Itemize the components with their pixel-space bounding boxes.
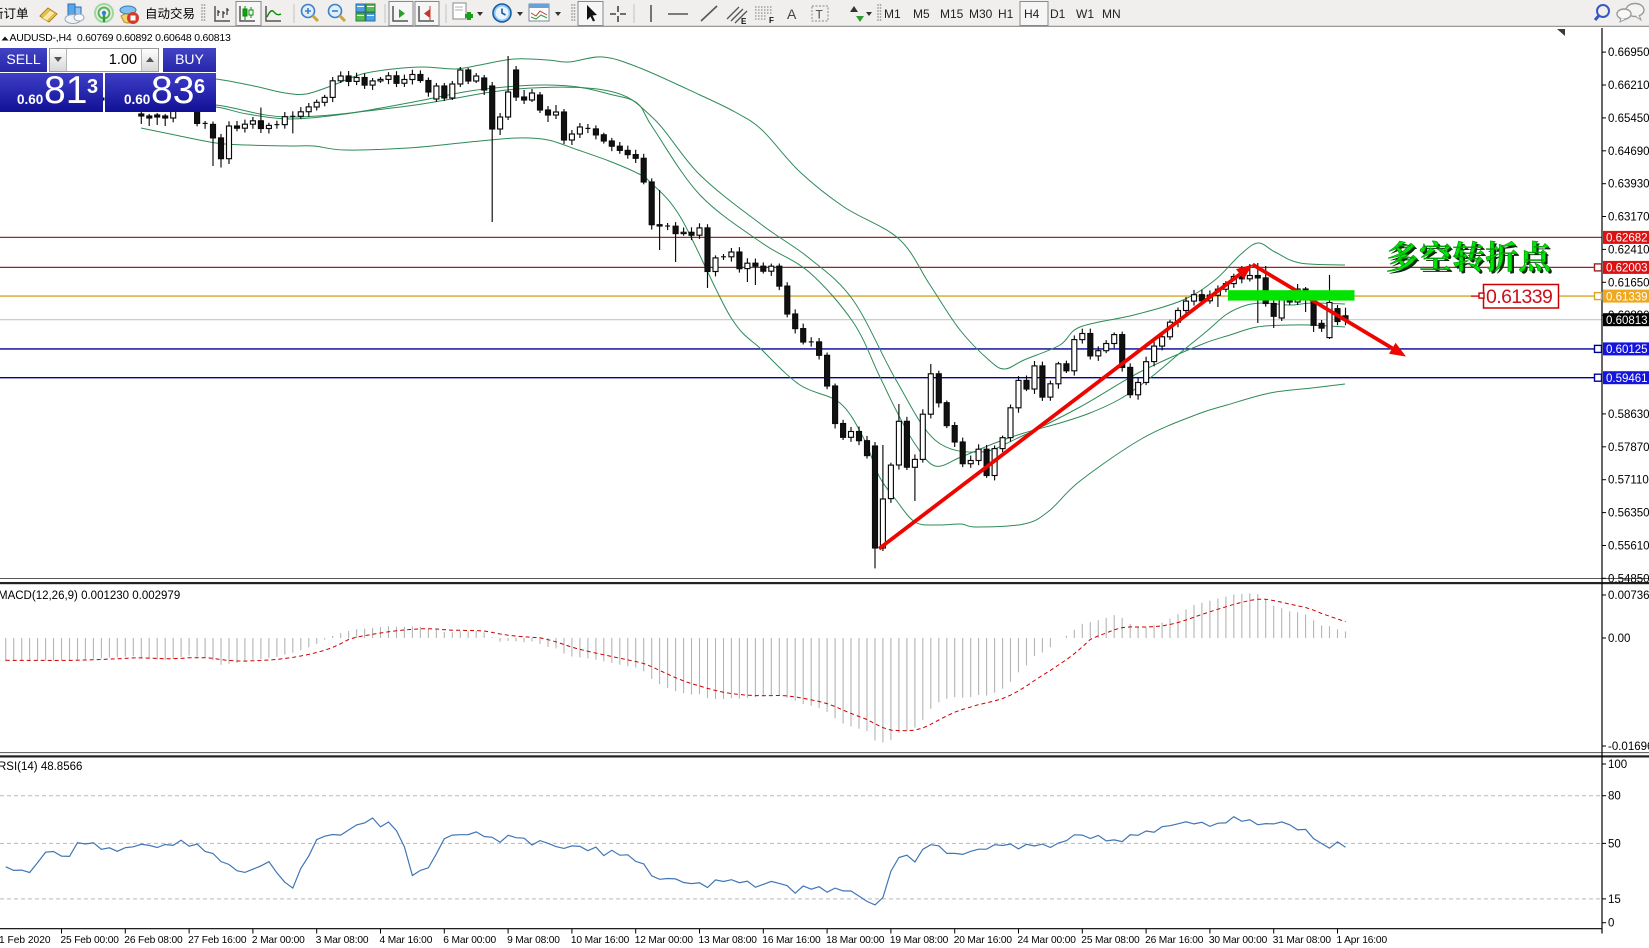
svg-text:E: E	[741, 17, 747, 26]
svg-text:24 Mar 00:00: 24 Mar 00:00	[1018, 935, 1077, 946]
svg-text:AUDUSD-,H4 0.60769 0.60892 0.: AUDUSD-,H4 0.60769 0.60892 0.60648 0.608…	[10, 32, 232, 44]
svg-text:0.58630: 0.58630	[1608, 409, 1649, 421]
svg-text:9 Mar 08:00: 9 Mar 08:00	[507, 935, 560, 946]
svg-text:25 Mar 08:00: 25 Mar 08:00	[1081, 935, 1140, 946]
svg-text:0.00: 0.00	[1608, 633, 1630, 645]
svg-text:16 Mar 16:00: 16 Mar 16:00	[762, 935, 821, 946]
svg-text:F: F	[769, 16, 774, 25]
svg-text:W1: W1	[1076, 7, 1094, 21]
svg-text:T: T	[816, 8, 824, 22]
svg-text:20 Mar 16:00: 20 Mar 16:00	[954, 935, 1013, 946]
svg-text:0.62682: 0.62682	[1606, 233, 1648, 245]
svg-text:M1: M1	[884, 7, 901, 21]
svg-text:0.63930: 0.63930	[1608, 179, 1649, 191]
svg-text:50: 50	[1608, 838, 1621, 850]
svg-text:0.57110: 0.57110	[1608, 475, 1649, 487]
svg-text:M15: M15	[940, 7, 964, 21]
svg-text:10 Mar 16:00: 10 Mar 16:00	[571, 935, 630, 946]
svg-text:0.64690: 0.64690	[1608, 146, 1649, 158]
svg-text:0.60813: 0.60813	[1606, 315, 1648, 327]
svg-text:3 Mar 08:00: 3 Mar 08:00	[316, 935, 369, 946]
svg-text:0.56350: 0.56350	[1608, 508, 1649, 520]
svg-text:6 Mar 00:00: 6 Mar 00:00	[443, 935, 496, 946]
svg-text:MN: MN	[1102, 7, 1121, 21]
svg-text:80: 80	[1608, 791, 1621, 803]
svg-text:27 Feb 16:00: 27 Feb 16:00	[188, 935, 247, 946]
svg-text:0.55610: 0.55610	[1608, 541, 1649, 553]
svg-text:0.57870: 0.57870	[1608, 442, 1649, 454]
svg-text:1 Feb 2020: 1 Feb 2020	[0, 935, 51, 946]
svg-text:0: 0	[1608, 918, 1614, 930]
svg-text:0.62410: 0.62410	[1608, 244, 1649, 256]
svg-text:31 Mar 08:00: 31 Mar 08:00	[1273, 935, 1332, 946]
svg-text:M30: M30	[969, 7, 993, 21]
svg-text:0.60125: 0.60125	[1606, 344, 1648, 356]
svg-text:0.62003: 0.62003	[1606, 263, 1648, 275]
svg-text:0.63170: 0.63170	[1608, 212, 1649, 224]
svg-text:13 Mar 08:00: 13 Mar 08:00	[699, 935, 758, 946]
svg-text:RSI(14) 48.8566: RSI(14) 48.8566	[0, 761, 82, 773]
svg-text:2 Mar 00:00: 2 Mar 00:00	[252, 935, 305, 946]
svg-text:0.61339: 0.61339	[1606, 291, 1648, 303]
svg-text:H1: H1	[998, 7, 1014, 21]
svg-text:0.66210: 0.66210	[1608, 80, 1649, 92]
svg-text:100: 100	[1608, 759, 1627, 771]
svg-text:26 Feb 08:00: 26 Feb 08:00	[124, 935, 183, 946]
svg-text:0.54850: 0.54850	[1608, 573, 1649, 585]
svg-text:12 Mar 00:00: 12 Mar 00:00	[635, 935, 694, 946]
svg-text:30 Mar 00:00: 30 Mar 00:00	[1209, 935, 1268, 946]
svg-text:A: A	[787, 6, 797, 22]
svg-text:0.61339: 0.61339	[1486, 286, 1552, 308]
svg-text:15: 15	[1608, 894, 1621, 906]
svg-text:4 Mar 16:00: 4 Mar 16:00	[380, 935, 433, 946]
svg-text:0.007363: 0.007363	[1608, 590, 1649, 602]
svg-text:0.59461: 0.59461	[1606, 373, 1648, 385]
svg-text:MACD(12,26,9) 0.001230 0.00297: MACD(12,26,9) 0.001230 0.002979	[0, 590, 180, 602]
svg-text:M5: M5	[913, 7, 930, 21]
svg-text:18 Mar 00:00: 18 Mar 00:00	[826, 935, 885, 946]
svg-text:D1: D1	[1050, 7, 1066, 21]
svg-text:0.65450: 0.65450	[1608, 113, 1649, 125]
svg-text:19 Mar 08:00: 19 Mar 08:00	[890, 935, 949, 946]
svg-text:0.66950: 0.66950	[1608, 47, 1649, 59]
svg-text:H4: H4	[1024, 7, 1040, 21]
svg-text:25 Feb 00:00: 25 Feb 00:00	[61, 935, 120, 946]
svg-text:-0.01696: -0.01696	[1608, 741, 1649, 753]
svg-text:0.61650: 0.61650	[1608, 277, 1649, 289]
svg-text:1 Apr 16:00: 1 Apr 16:00	[1337, 935, 1388, 946]
svg-text:26 Mar 16:00: 26 Mar 16:00	[1145, 935, 1204, 946]
